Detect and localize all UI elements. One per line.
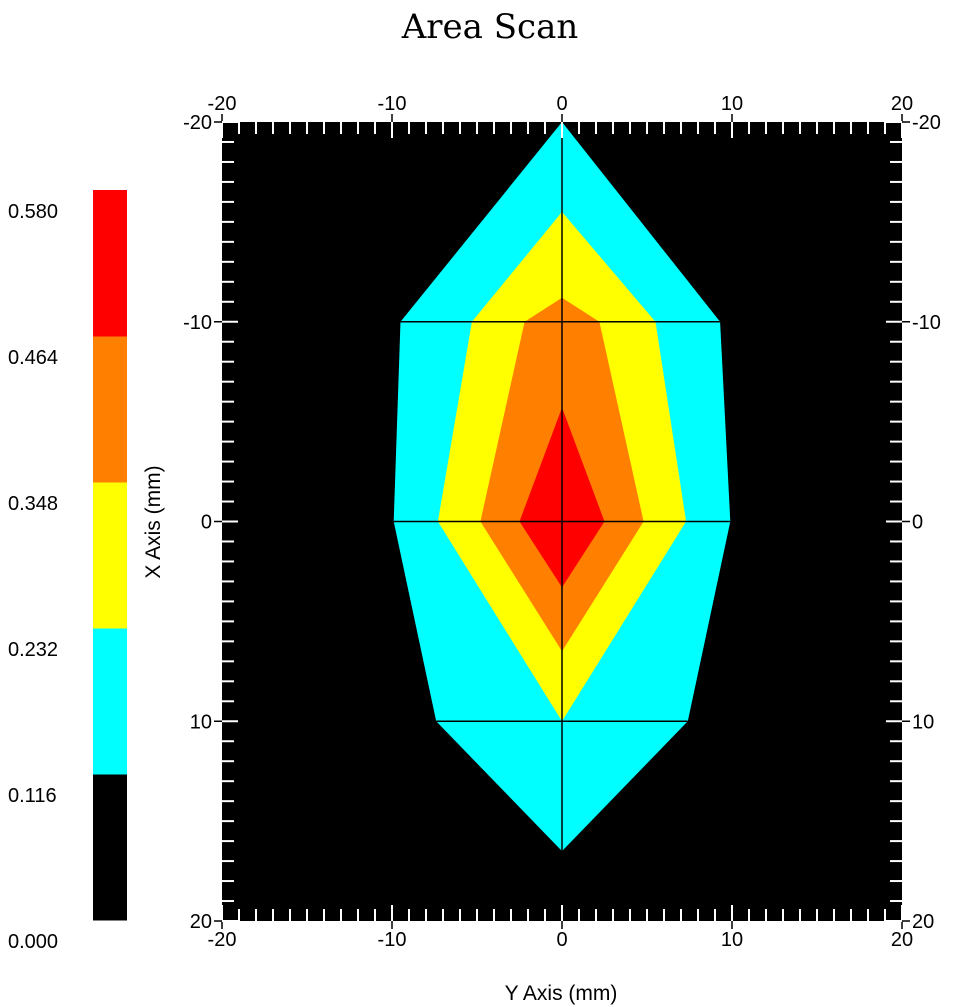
y-tick-label-left: -10 [183, 312, 212, 334]
y-tick-label-left: -20 [183, 112, 212, 134]
colorbar-tick-label: 0.232 [8, 639, 58, 661]
x-tick-label-top: 10 [721, 93, 743, 115]
x-tick-label-bottom: 0 [556, 929, 567, 951]
colorbar-tick-label: 0.116 [8, 785, 57, 807]
colorbar-legend: 0.000 0.116 0.232 0.348 0.464 0.580 [8, 190, 127, 953]
y-tick-label-right: 20 [912, 911, 934, 933]
x-tick-label-bottom: 20 [891, 929, 913, 951]
x-axis-label: Y Axis (mm) [505, 982, 618, 1005]
x-tick-label-top: -20 [208, 93, 237, 115]
x-tick-label-bottom: 10 [721, 929, 743, 951]
colorbar-tick-label: 0.464 [8, 347, 58, 369]
y-tick-label-right: -20 [912, 112, 941, 134]
x-tick-label-top: 20 [891, 93, 913, 115]
colorbar-band-1 [93, 628, 127, 775]
plot-area [222, 122, 902, 921]
colorbar-band-4 [93, 190, 127, 337]
chart-title: Area Scan [401, 7, 579, 47]
x-tick-label-top: -10 [378, 93, 407, 115]
y-tick-label-left: 0 [201, 512, 212, 534]
y-tick-label-right: 0 [912, 512, 923, 534]
y-axis-label: X Axis (mm) [142, 465, 165, 578]
y-tick-label-left: 20 [190, 911, 212, 933]
x-tick-label-top: 0 [556, 93, 567, 115]
colorbar-tick-label: 0.348 [8, 493, 58, 515]
colorbar-band-2 [93, 482, 127, 629]
colorbar-tick-label: 0.580 [8, 201, 58, 223]
y-tick-label-right: 10 [912, 711, 934, 733]
colorbar-band-3 [93, 336, 127, 483]
x-tick-label-bottom: -20 [208, 929, 237, 951]
colorbar-band-0 [93, 774, 127, 921]
y-tick-label-left: 10 [190, 711, 212, 733]
tick-marks [214, 114, 910, 929]
colorbar-tick-label: 0.000 [8, 931, 58, 953]
y-tick-label-right: -10 [912, 312, 941, 334]
x-tick-label-bottom: -10 [378, 929, 407, 951]
